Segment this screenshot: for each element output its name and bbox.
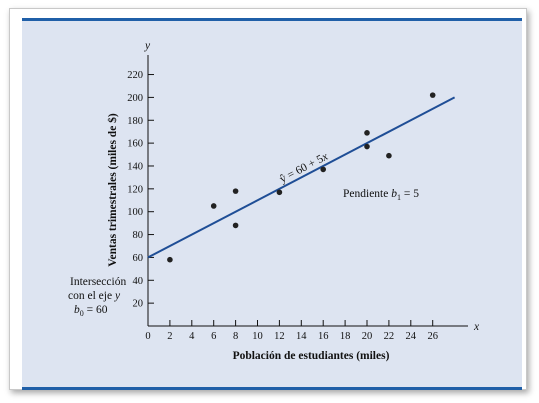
y-axis-label: Ventas trimestrales (miles de $) — [106, 113, 119, 267]
intercept-line1: Intersección — [70, 276, 126, 288]
data-point — [232, 188, 239, 194]
y-tick-label: 80 — [133, 230, 144, 241]
regression-line — [147, 96, 456, 259]
y-tick-label: 180 — [127, 116, 143, 127]
data-point — [429, 92, 436, 98]
data-point — [210, 203, 217, 209]
x-tick-label: 20 — [362, 331, 373, 342]
y-axis-symbol: y — [144, 40, 151, 52]
intercept-line2: con el eje y — [68, 290, 121, 302]
x-tick-label: 22 — [384, 331, 395, 342]
slope-annotation: Pendiente b1 = 5 — [343, 188, 419, 202]
x-tick-label: 16 — [318, 331, 329, 342]
x-tick-label: 2 — [167, 331, 172, 342]
y-tick-label: 120 — [127, 184, 143, 195]
x-tick-label: 26 — [427, 331, 438, 342]
figure-frame — [9, 8, 527, 390]
y-tick-label: 200 — [127, 93, 143, 104]
y-tick-label: 60 — [133, 253, 144, 264]
intercept-annotation: Intersección con el eje y b0 = 60 — [68, 276, 126, 318]
intercept-line3: b0 = 60 — [74, 304, 108, 318]
x-tick-label: 14 — [296, 331, 307, 342]
x-tick-label: 4 — [189, 331, 195, 342]
data-point — [364, 143, 370, 150]
equation-variable: x — [319, 150, 331, 164]
chart-panel — [22, 18, 522, 390]
slope-prefix: Pendiente — [343, 188, 391, 200]
data-point — [276, 189, 283, 196]
data-point — [232, 222, 239, 229]
y-tick-label: 140 — [127, 161, 143, 172]
slope-suffix: = 5 — [401, 188, 419, 200]
y-tick-label: 20 — [133, 299, 144, 310]
data-point — [320, 166, 327, 173]
x-tick-label: 24 — [406, 331, 417, 342]
x-tick-label: 8 — [233, 331, 238, 342]
x-axis-label: Población de estudiantes (miles) — [233, 350, 390, 362]
slope-variable: b — [391, 188, 397, 200]
x-tick-label: 10 — [252, 331, 263, 342]
x-tick-label: 0 — [145, 331, 150, 342]
x-tick-label: 6 — [211, 331, 216, 342]
x-axis-symbol: x — [473, 321, 480, 333]
slope-subscript: 1 — [397, 193, 401, 202]
y-tick-label: 100 — [127, 207, 143, 218]
y-tick-label: 160 — [127, 139, 143, 150]
data-point — [386, 152, 392, 159]
data-point — [167, 256, 173, 263]
y-tick-label: 40 — [133, 276, 144, 287]
x-tick-label: 18 — [340, 331, 351, 342]
data-point — [364, 130, 370, 136]
x-tick-label: 12 — [274, 331, 285, 342]
y-tick-label: 220 — [127, 70, 143, 81]
